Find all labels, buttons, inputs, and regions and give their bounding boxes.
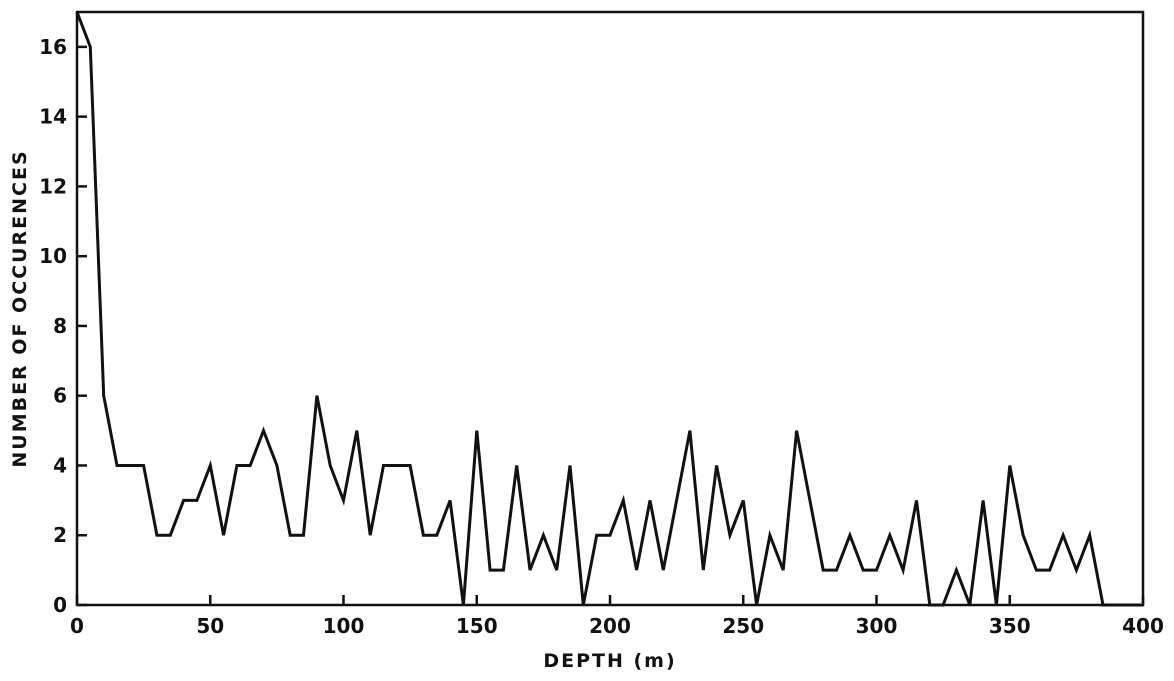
x-tick-label: 300 [856,614,898,638]
x-tick-label: 400 [1122,614,1164,638]
y-tick-label: 0 [53,593,67,617]
y-tick-label: 12 [39,174,67,198]
x-tick-label: 250 [722,614,764,638]
y-tick-label: 2 [53,523,67,547]
y-tick-label: 16 [39,35,67,59]
plot-frame [75,10,1145,607]
x-tick-label: 100 [323,614,365,638]
x-tick-label: 50 [196,614,224,638]
y-tick-label: 10 [39,244,67,268]
y-tick-label: 6 [53,384,67,408]
x-tick-label: 200 [589,614,631,638]
x-tick-label: 150 [456,614,498,638]
x-axis-title: DEPTH (m) [543,650,676,672]
y-tick-label: 14 [39,105,67,129]
x-tick-label: 0 [70,614,84,638]
y-tick-label: 8 [53,314,67,338]
series-line [75,11,1143,607]
y-tick-label: 4 [53,453,67,477]
x-tick-label: 350 [989,614,1031,638]
y-axis-title: NUMBER OF OCCURENCES [9,149,31,467]
